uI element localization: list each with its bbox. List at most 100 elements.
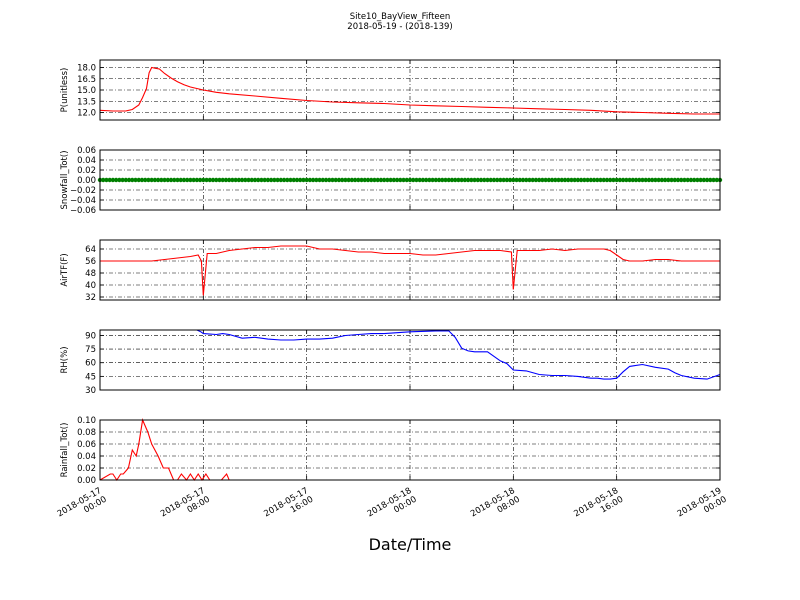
- y-tick-label: 45: [85, 372, 96, 382]
- data-point: [637, 177, 642, 183]
- y-axis-label: Snowfall_Tot(): [60, 150, 70, 209]
- y-tick-label: 15.0: [77, 86, 96, 96]
- data-point: [407, 177, 413, 183]
- data-point: [423, 177, 429, 183]
- data-point: [139, 177, 145, 183]
- data-point: [184, 177, 190, 183]
- data-point: [278, 177, 284, 183]
- x-tick-label: 2018-05-1816:00: [572, 486, 625, 528]
- y-tick-label: 0.10: [77, 416, 96, 426]
- data-point: [601, 177, 606, 183]
- data-point: [588, 177, 594, 183]
- subplot-4: 30 45 60 75 90 RH(%): [60, 329, 721, 396]
- data-point: [698, 177, 703, 183]
- data-point: [339, 177, 345, 183]
- x-tick-labels: 2018-05-1700:00 2018-05-1708:00 2018-05-17…: [56, 486, 729, 528]
- data-point: [672, 177, 677, 183]
- data-point: [449, 177, 455, 183]
- data-point: [540, 177, 545, 183]
- data-point: [226, 177, 232, 183]
- data-point: [201, 177, 206, 183]
- data-point: [394, 177, 400, 183]
- data-point: [220, 177, 225, 183]
- data-point: [582, 177, 587, 183]
- subplot-5: 0.00 0.02 0.04 0.06 0.08 0.10 Rainfall_Tot(): [60, 416, 721, 486]
- data-point: [433, 177, 439, 183]
- data-point: [472, 177, 477, 183]
- data-point: [346, 177, 351, 183]
- data-point: [243, 177, 248, 183]
- data-point: [265, 177, 271, 183]
- data-point: [236, 177, 242, 183]
- data-point: [575, 177, 581, 183]
- data-point: [666, 177, 671, 183]
- axes-frame: [99, 239, 721, 301]
- data-point: [301, 177, 306, 183]
- data-point: [417, 177, 422, 183]
- data-point: [152, 177, 158, 183]
- data-point: [459, 177, 464, 183]
- data-point: [107, 177, 112, 183]
- data-point: [178, 177, 183, 183]
- data-point: [598, 177, 603, 183]
- data-point: [578, 177, 584, 183]
- axes-frame: [99, 59, 721, 121]
- data-point: [391, 177, 397, 183]
- data-point: [175, 177, 180, 183]
- data-point: [288, 177, 293, 183]
- data-point: [453, 177, 458, 183]
- data-point: [133, 177, 138, 183]
- data-point: [708, 177, 713, 183]
- data-point: [482, 177, 487, 183]
- data-point: [285, 177, 290, 183]
- data-point: [230, 177, 235, 183]
- series-line: [99, 66, 720, 115]
- data-point: [188, 177, 193, 183]
- data-point: [695, 177, 700, 183]
- y-tick-label: 0.08: [77, 428, 96, 438]
- data-point: [369, 177, 374, 183]
- series-line: [99, 418, 720, 482]
- data-point: [624, 177, 629, 183]
- data-point: [327, 177, 332, 183]
- y-tick-label: 0.00: [77, 476, 96, 486]
- data-point: [168, 177, 174, 183]
- y-tick-label: 32: [85, 293, 96, 303]
- data-point: [181, 177, 187, 183]
- data-point: [333, 177, 338, 183]
- data-point: [233, 177, 238, 183]
- data-point: [614, 177, 619, 183]
- data-point: [520, 177, 526, 183]
- data-point: [317, 177, 322, 183]
- data-point: [446, 177, 451, 183]
- data-point: [679, 177, 684, 183]
- data-point: [323, 177, 329, 183]
- y-tick-label: 90: [85, 331, 96, 341]
- data-point: [330, 177, 335, 183]
- data-point: [662, 177, 668, 183]
- data-point: [101, 177, 106, 183]
- y-tick-label: 0.04: [77, 452, 96, 462]
- y-tick-label: 12.0: [77, 109, 96, 119]
- subplot-1: 12.0 13.515.016.518.0 P(unitless): [60, 59, 721, 121]
- data-point: [294, 177, 300, 183]
- data-point: [507, 177, 513, 183]
- data-point: [511, 177, 516, 183]
- data-point: [359, 177, 364, 183]
- data-point: [646, 177, 652, 183]
- x-tick-label: 2018-05-1900:00: [676, 486, 729, 528]
- data-point: [352, 177, 358, 183]
- data-point: [498, 177, 503, 183]
- x-tick-label: 2018-05-1708:00: [159, 486, 212, 528]
- data-point: [210, 177, 216, 183]
- y-tick-label: 40: [85, 281, 96, 291]
- x-tick-label: 2018-05-1800:00: [366, 486, 419, 528]
- data-point: [688, 177, 694, 183]
- data-point: [275, 177, 280, 183]
- data-point: [162, 177, 167, 183]
- data-point: [381, 177, 387, 183]
- data-point: [527, 177, 532, 183]
- data-point: [307, 177, 313, 183]
- y-tick-label: 18.0: [77, 64, 96, 74]
- axes-frame: [99, 149, 721, 211]
